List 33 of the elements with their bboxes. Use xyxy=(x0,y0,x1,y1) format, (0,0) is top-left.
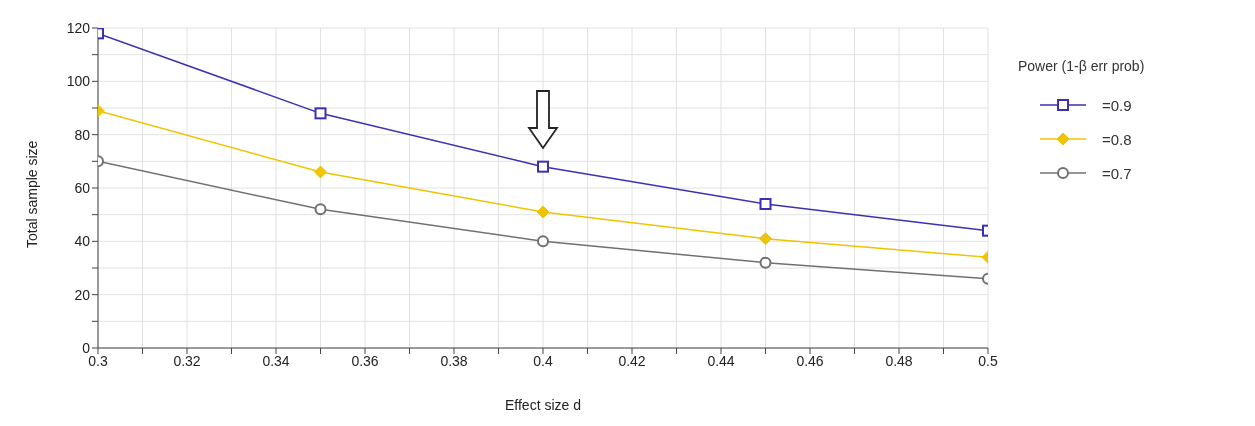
point xyxy=(759,232,772,246)
point xyxy=(537,160,549,173)
point xyxy=(759,256,772,269)
x-tick-label: 0.44 xyxy=(707,352,735,369)
point xyxy=(314,165,327,179)
point xyxy=(314,203,327,216)
x-tick-label: 0.38 xyxy=(440,352,468,369)
y-tick-label: 0 xyxy=(82,339,91,356)
y-tick-label: 80 xyxy=(74,126,91,143)
point xyxy=(537,235,549,248)
legend-title: Power (1-β err prob) xyxy=(1018,58,1145,74)
x-axis-title: Effect size d xyxy=(504,397,582,413)
x-tick-label: 0.5 xyxy=(978,352,998,369)
x-tick-label: 0.48 xyxy=(885,352,913,369)
legend-label: =0.9 xyxy=(1102,96,1132,114)
x-tick-label: 0.34 xyxy=(262,352,290,369)
x-tick-label: 0.42 xyxy=(618,352,646,369)
y-tick-label: 60 xyxy=(74,179,91,196)
y-tick-label: 40 xyxy=(74,233,91,250)
x-tick-label: 0.4 xyxy=(533,352,553,369)
point xyxy=(314,107,327,120)
y-tick-label: 20 xyxy=(74,286,91,303)
y-tick-label: 120 xyxy=(66,19,91,36)
legend-label: =0.7 xyxy=(1102,164,1132,182)
y-axis-title: Total sample size xyxy=(23,140,40,248)
x-tick-label: 0.36 xyxy=(351,352,379,369)
point xyxy=(759,198,772,210)
x-tick-label: 0.46 xyxy=(796,352,824,369)
point xyxy=(536,205,550,219)
y-tick-label: 100 xyxy=(66,73,91,90)
legend-label: =0.8 xyxy=(1102,130,1132,148)
x-tick-label: 0.3 xyxy=(88,352,108,369)
x-tick-label: 0.32 xyxy=(173,352,201,369)
